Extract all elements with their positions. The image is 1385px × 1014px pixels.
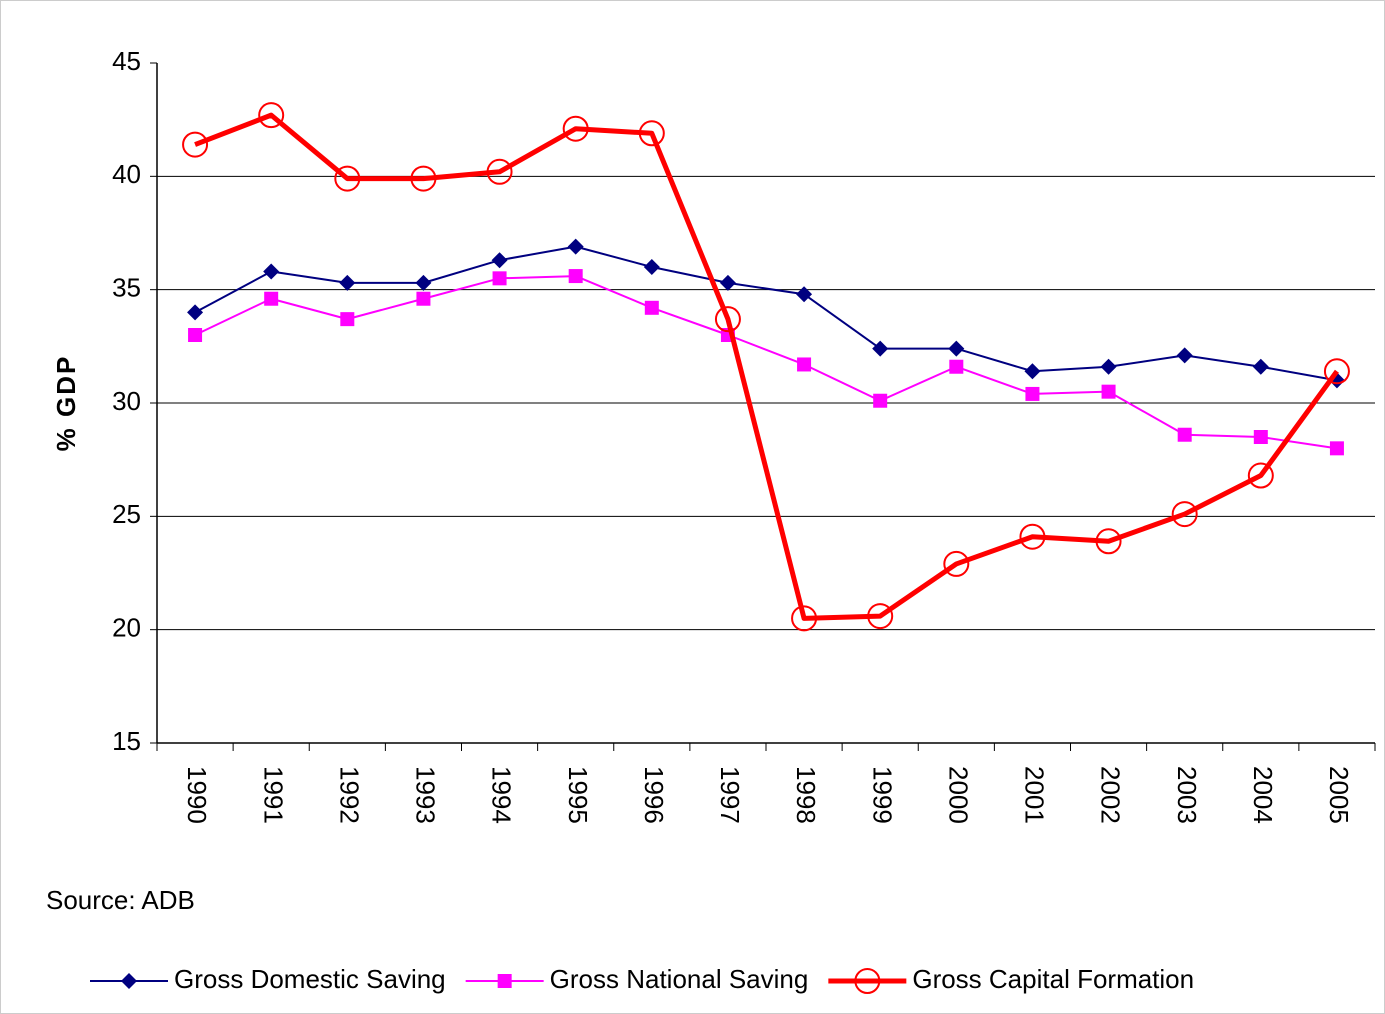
x-tick-label: 1994	[487, 766, 517, 824]
data-point	[491, 252, 508, 269]
data-point	[719, 274, 736, 291]
legend-marker	[497, 974, 512, 988]
data-point	[949, 359, 964, 374]
y-tick-label: 15	[112, 726, 141, 756]
y-tick-label: 45	[112, 46, 141, 76]
data-point	[1095, 528, 1122, 555]
series-line	[194, 245, 1338, 382]
data-point	[415, 274, 432, 291]
x-tick-label: 2000	[943, 766, 973, 824]
legend-marker	[121, 973, 137, 989]
data-point	[568, 269, 583, 284]
data-point	[797, 357, 812, 372]
data-point	[562, 115, 589, 142]
data-point	[182, 131, 209, 158]
x-tick-label: 1992	[334, 766, 364, 824]
data-point	[264, 291, 279, 306]
data-point	[791, 605, 818, 632]
legend-label: Gross National Saving	[550, 964, 809, 994]
y-tick-label: 40	[112, 159, 141, 189]
data-point	[1171, 501, 1198, 528]
series-line	[194, 275, 1338, 450]
legend-label: Gross Domestic Saving	[174, 964, 446, 994]
data-point	[187, 304, 204, 321]
data-point	[263, 263, 280, 280]
data-point	[638, 120, 665, 147]
data-point	[714, 306, 741, 333]
data-point	[1323, 358, 1350, 385]
x-tick-label: 1999	[867, 766, 897, 824]
data-point	[339, 274, 356, 291]
data-point	[1253, 430, 1268, 444]
x-tick-label: 2002	[1096, 766, 1126, 824]
data-point	[188, 328, 203, 342]
data-point	[948, 340, 965, 357]
data-point	[1101, 384, 1116, 399]
x-tick-label: 2003	[1172, 766, 1202, 824]
data-point	[873, 393, 888, 408]
data-point	[1177, 427, 1192, 442]
legend-marker	[854, 968, 881, 994]
x-tick-label: 1995	[563, 766, 593, 824]
y-tick-label: 30	[112, 386, 141, 416]
data-point	[410, 165, 437, 192]
data-point	[492, 271, 507, 286]
data-point	[1025, 386, 1040, 401]
data-point	[1100, 358, 1117, 375]
x-tick-label: 2004	[1248, 766, 1278, 824]
data-point	[258, 102, 285, 129]
data-point	[867, 603, 894, 630]
x-tick-label: 1996	[639, 766, 669, 824]
data-point	[644, 300, 659, 315]
x-tick-label: 2001	[1020, 766, 1050, 824]
data-point	[943, 550, 970, 577]
x-tick-label: 1998	[791, 766, 821, 824]
legend-label: Gross Capital Formation	[912, 964, 1194, 994]
y-axis-label: % GDP	[51, 355, 81, 452]
data-point	[1176, 347, 1193, 364]
x-tick-label: 1993	[411, 766, 441, 824]
data-point	[334, 165, 361, 192]
y-tick-label: 25	[112, 499, 141, 529]
x-tick-label: 1997	[715, 766, 745, 824]
y-tick-label: 35	[112, 273, 141, 303]
data-point	[486, 158, 513, 185]
data-point	[1247, 462, 1274, 489]
y-tick-label: 20	[112, 613, 141, 643]
source-note: Source: ADB	[46, 885, 195, 915]
data-point	[1329, 441, 1344, 456]
data-point	[567, 238, 584, 255]
x-tick-label: 1990	[182, 766, 212, 824]
data-point	[1024, 363, 1041, 380]
data-point	[796, 286, 813, 303]
data-point	[416, 291, 431, 306]
data-point	[1019, 523, 1046, 550]
x-tick-label: 1991	[258, 766, 288, 824]
data-point	[340, 312, 355, 327]
data-point	[1252, 358, 1269, 375]
x-tick-label: 2005	[1324, 766, 1354, 824]
series-line	[194, 112, 1339, 621]
data-point	[643, 259, 660, 275]
data-point	[872, 340, 889, 357]
